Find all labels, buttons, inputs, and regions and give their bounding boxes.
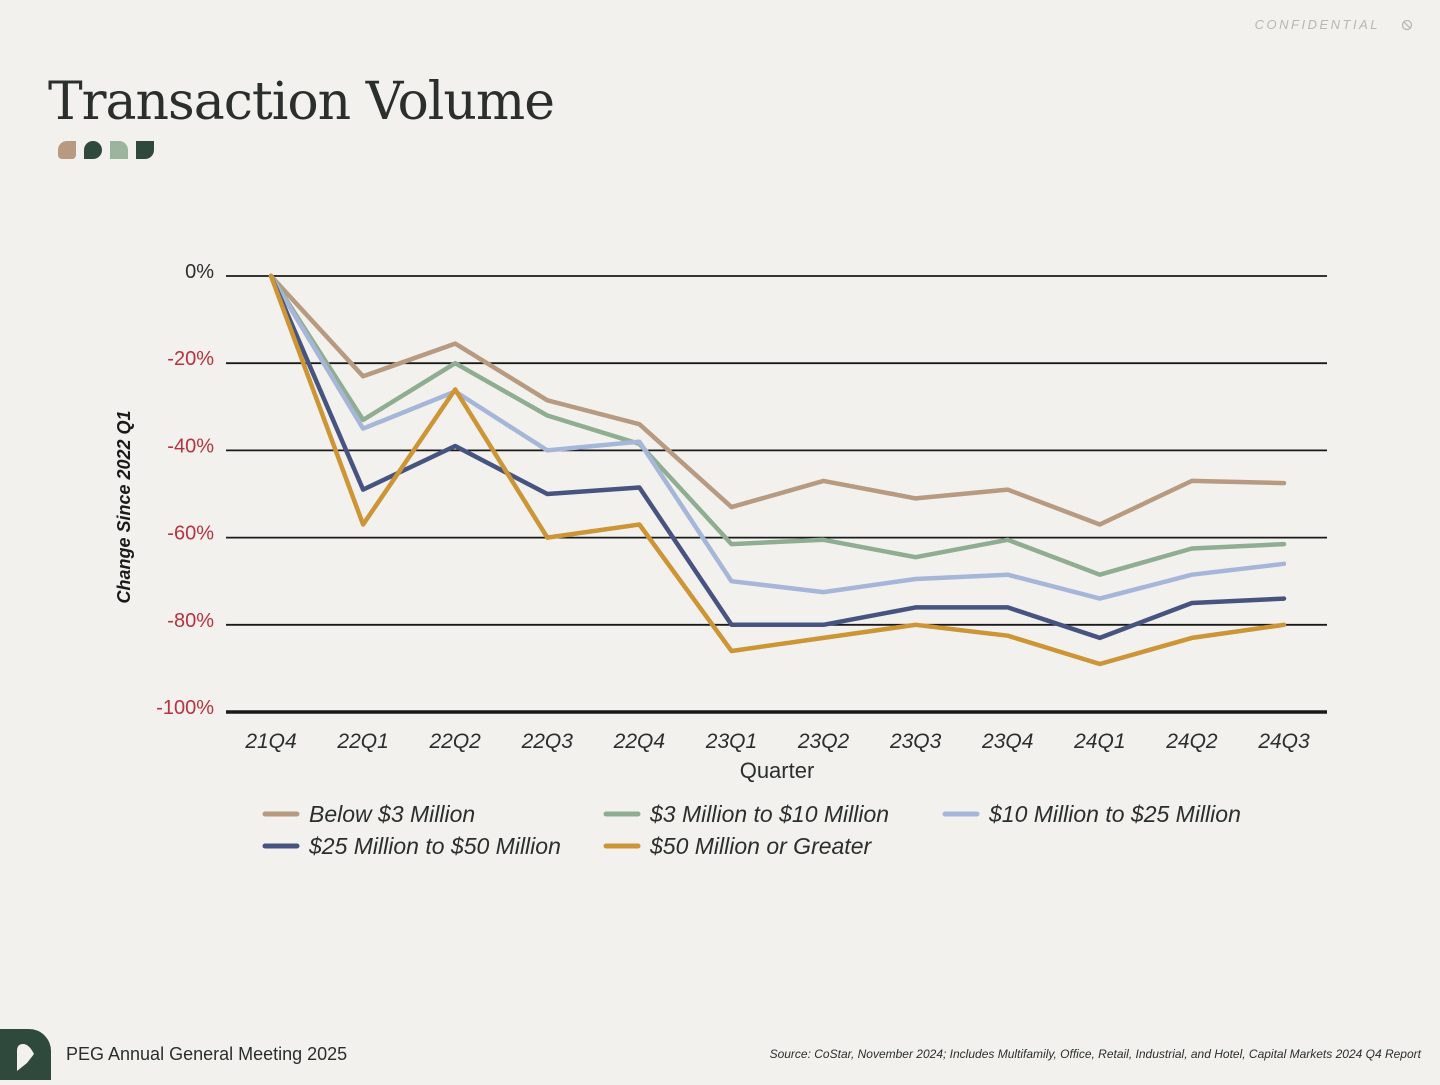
x-tick-label: 23Q1 [705,730,757,753]
series-line [268,273,1287,577]
x-tick-label: 22Q2 [428,730,481,753]
legend-label: Below $3 Million [309,801,475,827]
y-tick-label: -80% [167,610,214,632]
transaction-volume-chart: 0% -20% -40% -60% -80% -100% 21Q4 22Q1 22Q2 22Q3 2… [114,261,1327,859]
y-tick-label: -100% [156,697,214,719]
series-line [268,273,1287,527]
legend-label: $3 Million to $10 Million [649,801,889,827]
x-tick-label: 22Q3 [521,730,574,753]
x-tick-label: 22Q1 [336,730,388,753]
source-note: Source: CoStar, November 2024; Includes … [769,1047,1421,1061]
y-tick-label: -40% [167,435,214,457]
meeting-title: PEG Annual General Meeting 2025 [66,1044,348,1064]
x-axis-title: Quarter [740,758,815,783]
y-tick-label: -20% [167,348,214,370]
peg-logo-icon [17,1044,34,1071]
x-tick-label: 21Q4 [244,730,296,753]
footer-logo-tab [0,1029,51,1080]
leaf-mark-icon [84,141,102,159]
page-title: Transaction Volume [48,72,555,132]
leaf-mark-icon [58,141,76,159]
x-tick-label: 24Q3 [1257,730,1310,753]
x-tick-label: 23Q4 [981,730,1033,753]
x-tick-label: 24Q2 [1165,730,1218,753]
leaf-mark-icon [110,141,128,159]
legend-label: $25 Million to $50 Million [308,833,561,859]
x-tick-label: 23Q2 [797,730,850,753]
series-line [268,273,1287,667]
series-line [268,273,1287,601]
decorative-leaf-marks [58,141,154,159]
legend-label: $50 Million or Greater [649,833,872,859]
block-icon [1401,19,1413,31]
y-axis-title: Change Since 2022 Q1 [114,410,134,603]
x-tick-label: 22Q4 [613,730,665,753]
series-line [268,273,1287,641]
y-tick-label: 0% [185,261,214,283]
leaf-mark-icon [136,141,154,159]
confidential-label: CONFIDENTIAL [1254,17,1380,32]
legend-label: $10 Million to $25 Million [988,801,1241,827]
x-tick-label: 23Q3 [889,730,942,753]
y-tick-label: -60% [167,523,214,545]
x-tick-label: 24Q1 [1073,730,1125,753]
